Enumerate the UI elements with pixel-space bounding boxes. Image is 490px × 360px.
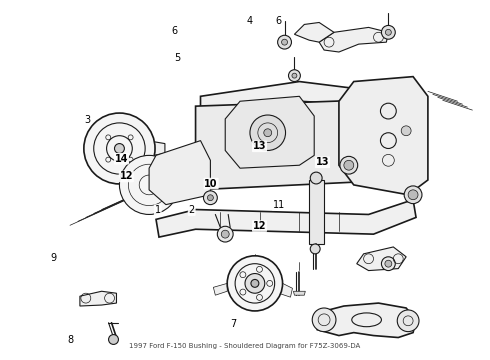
Circle shape — [250, 115, 286, 150]
Text: 12: 12 — [120, 171, 133, 181]
Text: 1997 Ford F-150 Bushing - Shouldered Diagram for F75Z-3069-DA: 1997 Ford F-150 Bushing - Shouldered Dia… — [129, 343, 361, 349]
Polygon shape — [149, 141, 210, 204]
Text: 14: 14 — [115, 154, 128, 164]
Text: 3: 3 — [84, 115, 91, 125]
Text: 8: 8 — [68, 335, 74, 345]
Text: 4: 4 — [247, 15, 253, 26]
Circle shape — [310, 172, 322, 184]
Circle shape — [109, 334, 119, 345]
Circle shape — [386, 30, 392, 35]
Circle shape — [227, 256, 283, 311]
Circle shape — [84, 113, 155, 184]
Circle shape — [408, 190, 418, 200]
Text: 13: 13 — [316, 157, 329, 167]
Circle shape — [344, 160, 354, 170]
Polygon shape — [294, 22, 334, 42]
Text: 6: 6 — [172, 26, 178, 36]
Ellipse shape — [352, 313, 381, 327]
Polygon shape — [319, 27, 389, 52]
Circle shape — [312, 308, 336, 332]
Circle shape — [381, 26, 395, 39]
Polygon shape — [200, 82, 383, 111]
Circle shape — [282, 39, 288, 45]
Polygon shape — [317, 303, 416, 338]
Circle shape — [264, 129, 271, 137]
Circle shape — [221, 230, 229, 238]
Circle shape — [245, 274, 265, 293]
Circle shape — [218, 226, 233, 242]
Text: 2: 2 — [189, 205, 195, 215]
Circle shape — [381, 257, 395, 271]
Circle shape — [278, 35, 292, 49]
Text: 1: 1 — [155, 205, 161, 215]
Text: 6: 6 — [276, 15, 282, 26]
Polygon shape — [339, 77, 428, 195]
Circle shape — [385, 260, 392, 267]
Circle shape — [292, 73, 297, 78]
Text: 11: 11 — [273, 200, 285, 210]
Polygon shape — [80, 291, 117, 306]
Polygon shape — [213, 283, 227, 295]
Circle shape — [251, 279, 259, 287]
Polygon shape — [309, 180, 324, 244]
Polygon shape — [279, 282, 293, 297]
Circle shape — [289, 70, 300, 82]
Text: 12: 12 — [253, 221, 266, 231]
Polygon shape — [294, 291, 305, 295]
Circle shape — [310, 244, 320, 254]
Circle shape — [203, 191, 218, 204]
Polygon shape — [196, 99, 398, 190]
Text: 5: 5 — [174, 53, 180, 63]
Circle shape — [401, 126, 411, 136]
Circle shape — [120, 156, 179, 215]
Text: 10: 10 — [204, 179, 218, 189]
Circle shape — [397, 310, 419, 332]
Polygon shape — [357, 247, 406, 271]
Text: 9: 9 — [50, 253, 57, 263]
Polygon shape — [225, 96, 314, 168]
Circle shape — [340, 156, 358, 174]
Polygon shape — [156, 200, 416, 237]
Circle shape — [115, 144, 124, 153]
Circle shape — [404, 186, 422, 204]
Polygon shape — [147, 141, 165, 156]
Text: 7: 7 — [230, 319, 236, 329]
Text: 13: 13 — [253, 141, 266, 151]
Circle shape — [207, 195, 213, 201]
